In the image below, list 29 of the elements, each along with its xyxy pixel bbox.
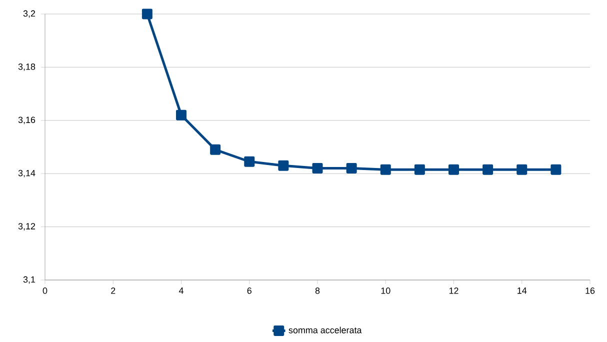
- x-tick-label: 14: [518, 288, 527, 294]
- y-tick-label: 3,18: [18, 63, 36, 71]
- point: [550, 164, 562, 175]
- point: [142, 8, 152, 20]
- legend-label: somma accelerata: [288, 326, 362, 334]
- point: [380, 164, 391, 175]
- x-tick-label: 8: [315, 288, 320, 294]
- point: [482, 164, 494, 175]
- x-tick-label: 6: [247, 288, 252, 294]
- y-tick-label: 3,16: [18, 116, 36, 124]
- y-tick-label: 3,1: [23, 276, 36, 284]
- point: [176, 110, 186, 120]
- point: [244, 156, 255, 167]
- x-tick-label: 16: [586, 288, 595, 294]
- point: [516, 164, 528, 175]
- x-tick-label: 12: [449, 288, 458, 294]
- point: [278, 160, 289, 171]
- x-tick-label: 4: [178, 288, 184, 294]
- x-tick-label: 0: [42, 288, 48, 294]
- point: [312, 163, 323, 174]
- point: [414, 164, 425, 175]
- x-tick-label: 2: [111, 288, 116, 294]
- x-tick-label: 10: [381, 288, 390, 294]
- point: [210, 144, 221, 155]
- y-tick-label: 3,12: [18, 223, 36, 230]
- y-tick-label: 3,2: [23, 10, 36, 18]
- point: [448, 164, 459, 175]
- y-tick-label: 3,14: [18, 170, 36, 178]
- point: [346, 163, 357, 174]
